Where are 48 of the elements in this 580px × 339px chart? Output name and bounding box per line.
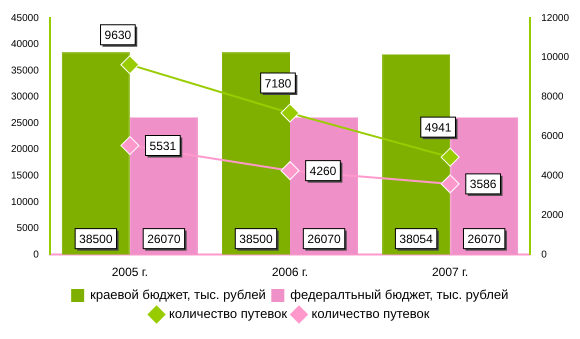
x-tick-label: 2006 г. [272,265,308,280]
data-label: 26070 [307,232,342,246]
y-tick-label: 15000 [10,170,40,182]
y2-tick-label: 0 [541,249,548,260]
x-tick-label: 2007 г. [432,265,468,280]
point [280,161,300,180]
bar [290,118,358,255]
legend-label: количество путевок [312,306,430,322]
y-tick-label: 40000 [10,39,40,50]
y-tick-label: 10000 [10,196,40,208]
y-tick-label: 25000 [10,118,40,129]
data-label: 38500 [79,232,113,246]
y-tick-label: 5000 [16,223,40,234]
data-label: 4941 [424,120,452,134]
data-label: 7180 [264,76,292,90]
y-tick-label: 0 [33,249,40,260]
y2-tick-label: 2000 [541,210,564,221]
y2-tick-label: 10000 [541,52,570,64]
y2-tick-label: 6000 [541,131,564,142]
point [440,174,460,194]
y2-tick-label: 12000 [541,12,570,24]
y2-tick-label: 8000 [541,92,564,103]
data-label: 26070 [147,232,181,246]
legend-label: количество путевок [169,306,288,322]
legend-label: краевой бюджет, тыс. рублей [90,287,266,302]
point [120,136,140,156]
bar [382,54,450,255]
bar [450,118,518,255]
data-label: 3586 [470,177,497,192]
data-label: 38054 [399,232,434,246]
bar [62,52,130,255]
y-tick-label: 30000 [10,92,40,103]
data-label: 4260 [310,164,337,178]
y2-tick-label: 4000 [541,170,564,182]
data-label: 9630 [104,28,132,42]
bar [130,118,198,255]
data-label: 5531 [150,138,177,153]
point [280,104,300,123]
point [440,148,460,167]
y-tick-label: 35000 [10,65,40,76]
bar [222,52,290,255]
legend-label: федералтьный бюджет, тыс. рублей [290,287,508,302]
data-label: 26070 [467,232,502,246]
point [120,55,140,74]
x-tick-label: 2005 г. [112,265,148,280]
y-tick-label: 45000 [10,12,40,24]
data-label: 38500 [239,232,273,246]
y-tick-label: 20000 [10,144,40,156]
